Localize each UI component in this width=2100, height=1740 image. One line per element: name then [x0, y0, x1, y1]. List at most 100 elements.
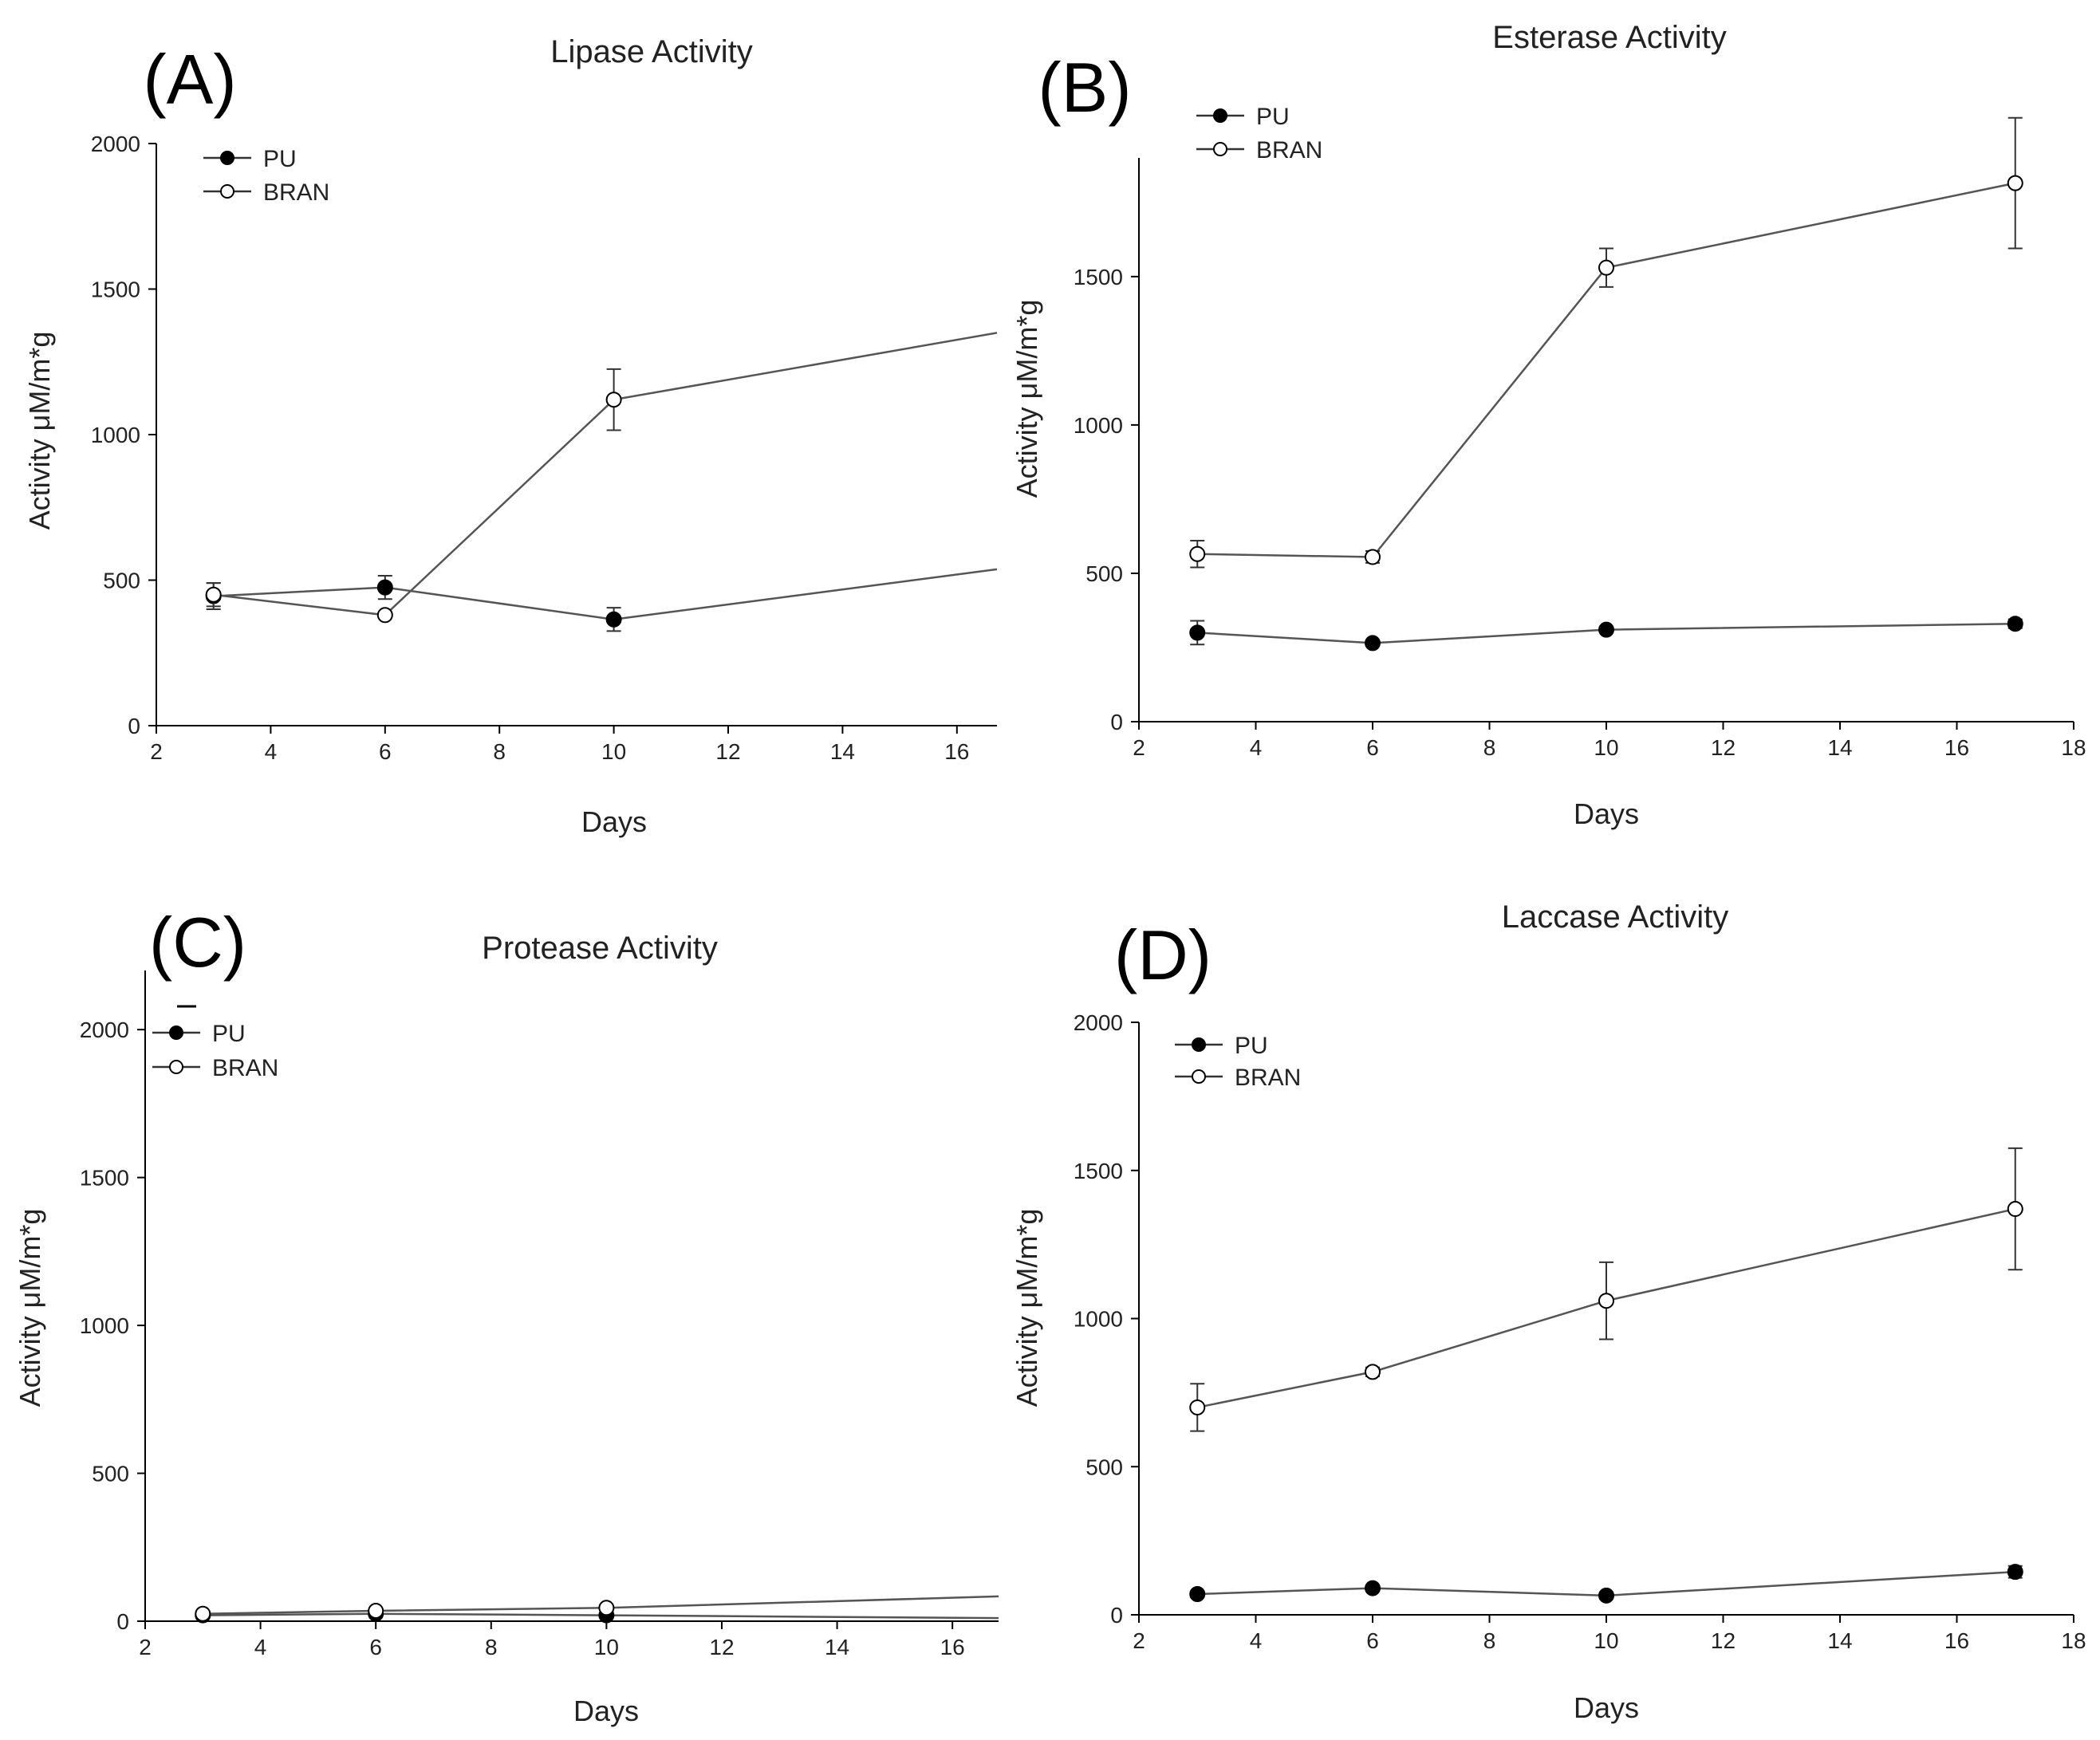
- x-tick-label: 4: [254, 1635, 267, 1659]
- x-tick-label: 16: [1944, 735, 1969, 760]
- y-tick-label: 2000: [80, 1018, 129, 1042]
- legend-marker: [1213, 142, 1227, 156]
- y-tick-label: 2000: [91, 132, 140, 156]
- x-axis-title: Days: [1574, 1691, 1639, 1724]
- series-line-bran: [213, 332, 997, 616]
- data-point-bran: [1003, 1588, 1017, 1603]
- data-point-pu: [2007, 1564, 2023, 1581]
- y-axis-title: Activity μM/m*g: [14, 1209, 46, 1407]
- x-tick-label: 8: [485, 1635, 498, 1659]
- data-point-pu: [1365, 1580, 1381, 1596]
- x-tick-label: 10: [601, 739, 626, 764]
- legend-label: PU: [1256, 104, 1290, 130]
- x-tick-label: 6: [369, 1635, 382, 1659]
- legend-label: BRAN: [263, 179, 329, 206]
- x-tick-label: 10: [1594, 1628, 1618, 1653]
- legend-label: PU: [212, 1021, 246, 1047]
- x-tick-label: 12: [1711, 735, 1736, 760]
- y-tick-label: 0: [116, 1609, 129, 1634]
- x-axis-title: Days: [581, 805, 647, 838]
- plot-area: [195, 1588, 1017, 1625]
- legend-marker: [1192, 1037, 1206, 1052]
- chart-panel-d: (D) Laccase Activity 2 4 6 8 10 12 14 16 18 0 500 100…: [1011, 900, 2086, 1724]
- series-line-bran: [1197, 1207, 2016, 1409]
- panel-letter: (B): [1038, 48, 1131, 127]
- x-tick-label: 2: [150, 739, 163, 764]
- data-point-bran: [1189, 1399, 1206, 1415]
- data-point-bran: [1189, 545, 1206, 562]
- data-point-bran: [2007, 175, 2023, 191]
- y-tick-label: 500: [103, 569, 140, 593]
- x-tick-label: 12: [715, 739, 740, 764]
- x-tick-label: 2: [1133, 735, 1145, 760]
- y-tick-label: 500: [1085, 1455, 1123, 1479]
- data-point-bran: [1365, 1364, 1381, 1380]
- data-point-pu: [2007, 616, 2023, 632]
- chart-panel-a: (A) Lipase Activity 2 4 6 8 10 12 14 16 0 500 1000 15…: [23, 34, 1022, 838]
- x-tick-label: 8: [1483, 735, 1496, 760]
- panel-letter: (D): [1114, 915, 1212, 994]
- x-axis-title: Days: [1574, 797, 1639, 830]
- legend-marker: [220, 151, 234, 165]
- x-tick-label: 18: [2061, 735, 2086, 760]
- x-tick-label: 8: [1483, 1628, 1496, 1653]
- y-tick-label: 1000: [1074, 413, 1123, 438]
- plot-area: [1189, 116, 2023, 652]
- legend-label: BRAN: [1256, 137, 1322, 163]
- legend-marker: [220, 184, 234, 199]
- panel-letter: (C): [149, 903, 246, 982]
- series-line-pu: [213, 568, 997, 621]
- data-point-bran: [376, 607, 393, 624]
- data-point-bran: [1598, 1293, 1614, 1309]
- data-point-pu: [1007, 560, 1022, 574]
- x-tick-label: 8: [493, 739, 506, 764]
- legend-label: PU: [263, 146, 297, 172]
- y-tick-label: 1000: [91, 423, 140, 447]
- chart-title: Protease Activity: [482, 931, 718, 966]
- x-tick-label: 6: [1366, 735, 1379, 760]
- x-tick-label: 14: [830, 739, 855, 764]
- y-axis-title: Activity μM/m*g: [23, 332, 56, 530]
- x-tick-label: 6: [379, 739, 392, 764]
- y-tick-label: 1500: [1074, 265, 1123, 289]
- data-point-bran: [1365, 549, 1381, 565]
- chart-title: Esterase Activity: [1492, 20, 1726, 55]
- x-tick-label: 10: [594, 1635, 619, 1659]
- y-tick-label: 500: [1085, 561, 1123, 586]
- y-tick-label: 1500: [80, 1166, 129, 1191]
- legend-label: PU: [1235, 1033, 1268, 1059]
- legend-label: BRAN: [212, 1055, 278, 1081]
- data-point-pu: [376, 579, 393, 596]
- data-point-bran: [1598, 259, 1614, 276]
- x-tick-label: 14: [825, 1635, 849, 1659]
- data-point-pu: [1598, 1587, 1614, 1604]
- plot-area: [1189, 1147, 2023, 1604]
- legend-marker: [1213, 108, 1227, 123]
- legend-marker: [169, 1060, 183, 1074]
- x-tick-label: 4: [1250, 735, 1263, 760]
- x-tick-label: 12: [1711, 1628, 1736, 1653]
- y-tick-label: 1500: [1074, 1159, 1123, 1183]
- x-tick-label: 6: [1366, 1628, 1379, 1653]
- data-point-pu: [1003, 1611, 1017, 1625]
- plot-area: [205, 332, 1022, 632]
- y-tick-label: 0: [1110, 1603, 1123, 1628]
- x-tick-label: 16: [944, 739, 969, 764]
- panel-letter: (A): [143, 40, 236, 119]
- series-line-pu: [1197, 1570, 2015, 1597]
- y-axis-title: Activity μM/m*g: [1011, 300, 1043, 498]
- y-axis-title: Activity μM/m*g: [1011, 1209, 1043, 1407]
- x-axis-title: Days: [573, 1695, 639, 1727]
- x-tick-label: 2: [139, 1635, 152, 1659]
- legend-marker: [169, 1025, 183, 1040]
- y-tick-label: 2000: [1074, 1010, 1123, 1035]
- series-line-bran: [203, 1595, 999, 1615]
- y-tick-label: 1500: [91, 278, 140, 302]
- data-point-bran: [195, 1605, 211, 1622]
- chart-panel-c: (C) Protease Activity 2 4 6 8 10 12 14 16 0 500 1000…: [14, 903, 1017, 1727]
- legend-label: BRAN: [1235, 1065, 1301, 1091]
- data-point-pu: [1189, 1585, 1206, 1602]
- x-tick-label: 12: [709, 1635, 734, 1659]
- series-line-bran: [1197, 182, 2016, 558]
